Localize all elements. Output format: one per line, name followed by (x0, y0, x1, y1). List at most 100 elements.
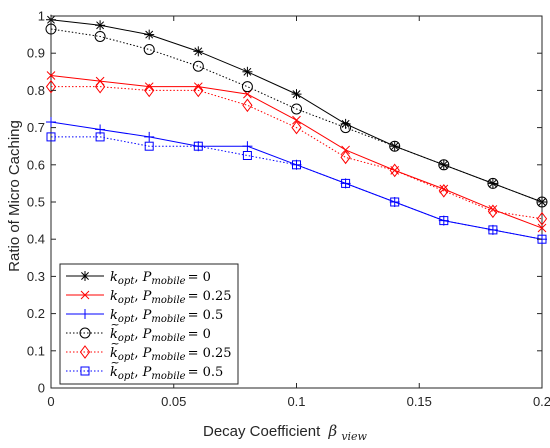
y-tick-label: 0 (38, 381, 45, 396)
axis-layer: 0 0.05 0.1 0.15 0.2 0 0.1 0.2 0.3 0.4 0.5 0.6 0.7 0.8… (27, 9, 550, 410)
legend-sep: , (134, 289, 142, 304)
legend-sub-opt: opt (118, 333, 135, 344)
legend-entry: kopt, Pmobile = 0.5 (66, 308, 223, 325)
x-stroke (80, 290, 90, 300)
legend-p: P (142, 270, 152, 285)
legend-sep: , (134, 365, 142, 380)
series-layer (45, 14, 548, 245)
legend-p: P (142, 346, 152, 361)
legend-marker (79, 327, 91, 339)
data-point (242, 151, 252, 160)
data-point (193, 141, 203, 151)
data-point (46, 117, 56, 128)
data-point (488, 225, 498, 235)
legend-sub-mobile: mobile (151, 352, 185, 363)
data-point (390, 197, 400, 207)
x-stroke (144, 82, 154, 92)
data-point (45, 23, 57, 35)
legend-sep: , (134, 346, 142, 361)
legend-sub-opt: opt (118, 276, 135, 287)
data-point (94, 30, 106, 42)
data-point (144, 82, 154, 92)
legend-sub-opt: opt (118, 371, 135, 382)
data-point (439, 216, 449, 226)
data-point (536, 211, 548, 226)
y-tick-label: 0.3 (27, 269, 45, 284)
legend-eq: = 0.25 (188, 346, 232, 361)
legend-var: k (110, 308, 118, 323)
x-stroke (439, 184, 449, 194)
y-tick-label: 0.6 (27, 157, 45, 172)
legend-sub-opt: opt (118, 295, 135, 306)
data-point (242, 98, 253, 113)
series-6 (46, 132, 547, 244)
x-tick-label: 0 (47, 394, 54, 409)
data-point (193, 83, 204, 98)
data-point (291, 120, 302, 135)
data-point (487, 204, 499, 219)
data-point (340, 150, 351, 165)
data-point (291, 159, 302, 170)
data-point (46, 132, 56, 142)
asterisk-stroke (96, 21, 105, 30)
legend-marker (80, 271, 90, 281)
data-point (340, 178, 351, 189)
data-point (292, 115, 301, 125)
legend-sub-mobile: mobile (151, 314, 185, 325)
data-point (438, 159, 450, 171)
data-point (192, 60, 204, 72)
y-tick-label: 0.7 (27, 120, 45, 135)
data-point (389, 163, 400, 178)
asterisk-stroke (145, 30, 154, 39)
data-point (291, 89, 302, 100)
data-point (94, 79, 106, 94)
data-point (389, 197, 400, 207)
y-tick-label: 1 (38, 9, 45, 24)
legend-marker (80, 366, 90, 376)
legend-sub-mobile: mobile (151, 276, 185, 287)
legend-entry: kopt, Pmobile = 0.5~ (66, 356, 223, 382)
x-axis-label-text: Decay Coefficient (203, 423, 321, 440)
legend-sep: , (134, 270, 142, 285)
data-point (95, 20, 106, 31)
legend-eq: = 0.5 (188, 365, 224, 380)
data-point (487, 177, 499, 189)
data-point (341, 178, 351, 188)
legend-sep: , (134, 327, 142, 342)
data-point (95, 132, 105, 142)
series-line (50, 28, 543, 203)
x-axis-label: Decay Coefficient β view (203, 422, 368, 443)
data-point (144, 141, 154, 151)
series-line (51, 86, 543, 220)
legend-tilde: ~ (111, 337, 120, 350)
y-tick-label: 0.8 (27, 83, 45, 98)
x-axis-label-subscript: view (341, 430, 367, 443)
legend-marker (79, 345, 91, 359)
x-tick-label: 0.2 (533, 394, 550, 409)
data-point (144, 83, 155, 98)
y-tick-label: 0.2 (27, 306, 45, 321)
legend-tilde: ~ (111, 318, 120, 331)
y-tick-label: 0.9 (27, 46, 45, 61)
x-stroke (193, 82, 203, 92)
data-point (143, 43, 155, 55)
x-tick-label: 0.1 (287, 394, 305, 409)
legend-sub-mobile: mobile (151, 333, 185, 344)
legend-var: k (110, 346, 118, 361)
data-point (438, 215, 449, 226)
data-point (46, 71, 56, 80)
asterisk-stroke (243, 67, 252, 76)
y-tick-label: 0.4 (27, 232, 45, 247)
legend-var: k (110, 289, 118, 304)
x-tick-label: 0.15 (407, 394, 432, 409)
legend-eq: = 0.25 (188, 289, 232, 304)
legend-label: kopt, Pmobile = 0.5 (110, 308, 223, 325)
x-stroke (292, 115, 301, 125)
legend-entry: kopt, Pmobile = 0 (66, 270, 211, 287)
legend-tilde: ~ (111, 356, 120, 369)
legend-var: k (110, 327, 118, 342)
legend-label: kopt, Pmobile = 0.25 (110, 346, 232, 363)
y-axis-label: Ratio of Micro Caching (6, 120, 23, 272)
legend-var: k (110, 270, 118, 285)
data-point (389, 140, 401, 152)
